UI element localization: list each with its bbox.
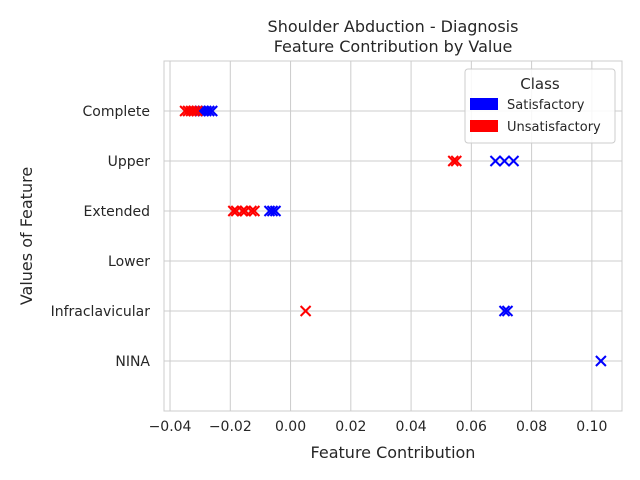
data-point-unsatisfactory <box>248 205 261 217</box>
x-tick-label: 0.02 <box>335 419 366 435</box>
data-point-satisfactory <box>595 355 607 367</box>
x-tick-label: −0.02 <box>209 419 252 435</box>
data-point-satisfactory <box>507 155 520 167</box>
legend: Class Satisfactory Unsatisfactory <box>464 68 616 144</box>
data-point-unsatisfactory <box>447 155 459 167</box>
data-point-satisfactory <box>498 155 511 167</box>
data-point-satisfactory <box>266 205 279 217</box>
legend-label-unsatisfactory: Unsatisfactory <box>507 120 601 135</box>
chart-title-line-2: Feature Contribution by Value <box>274 37 513 56</box>
points-layer <box>179 105 607 367</box>
data-point-unsatisfactory <box>227 205 240 217</box>
legend-label-satisfactory: Satisfactory <box>507 98 585 113</box>
data-point-unsatisfactory <box>191 105 203 117</box>
y-axis-label: Values of Feature <box>17 167 36 305</box>
data-point-satisfactory <box>269 205 282 217</box>
legend-title: Class <box>520 75 560 93</box>
data-point-unsatisfactory <box>188 105 200 117</box>
data-point-unsatisfactory <box>299 305 312 317</box>
x-axis-label: Feature Contribution <box>311 443 476 462</box>
ticks-layer: −0.04 −0.02 0.00 0.02 0.04 0.06 0.08 0.10 Comple… <box>51 104 608 435</box>
y-tick-label-complete: Complete <box>83 104 150 120</box>
plot-frame <box>163 60 623 412</box>
legend-swatch-unsatisfactory <box>470 120 498 132</box>
data-point-satisfactory <box>203 105 215 117</box>
x-tick-label: −0.04 <box>149 419 192 435</box>
x-tick-label: 0.06 <box>456 419 487 435</box>
data-point-unsatisfactory <box>450 155 462 167</box>
x-tick-label: 0.04 <box>395 419 426 435</box>
y-tick-label-nina: NINA <box>115 354 150 370</box>
y-tick-label-infraclavicular: Infraclavicular <box>51 304 151 320</box>
data-point-unsatisfactory <box>245 205 258 217</box>
x-tick-label: 0.10 <box>576 419 607 435</box>
data-point-unsatisfactory <box>236 205 249 217</box>
data-point-satisfactory <box>498 305 511 317</box>
y-tick-label-extended: Extended <box>84 204 151 220</box>
legend-box <box>464 68 616 144</box>
legend-swatch-satisfactory <box>470 98 498 110</box>
data-point-satisfactory <box>501 305 514 317</box>
data-point-satisfactory <box>489 155 502 167</box>
x-tick-label: 0.00 <box>275 419 306 435</box>
y-tick-label-lower: Lower <box>108 254 150 270</box>
x-tick-label: 0.08 <box>516 419 547 435</box>
data-point-satisfactory <box>206 105 218 117</box>
chart-title-line-1: Shoulder Abduction - Diagnosis <box>268 17 519 36</box>
y-tick-label-upper: Upper <box>108 154 151 170</box>
